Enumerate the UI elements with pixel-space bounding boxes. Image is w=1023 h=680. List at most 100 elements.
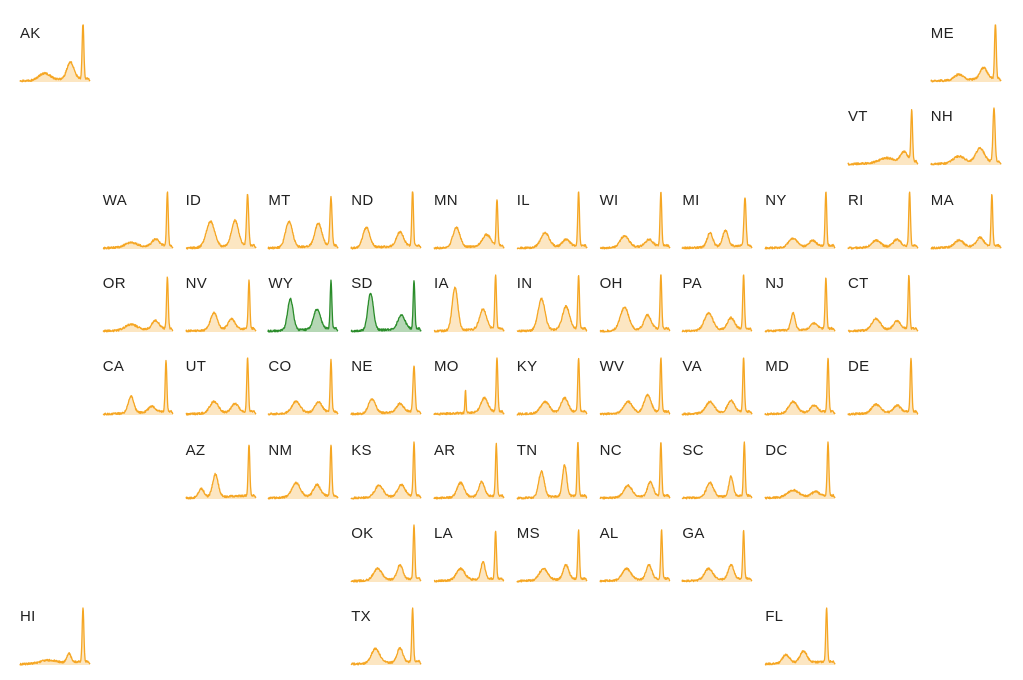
sparkline-ks — [350, 440, 422, 500]
sparkline-line-me — [930, 24, 1002, 83]
state-tile-fl: FL — [764, 607, 839, 674]
sparkline-line-nh — [930, 107, 1002, 166]
state-label-nm: NM — [268, 441, 293, 459]
state-label-az: AZ — [185, 441, 206, 459]
state-tile-nm: NM — [267, 441, 342, 508]
state-tile-dc: DC — [764, 440, 839, 508]
state-label-nc: NC — [599, 441, 622, 459]
sparkline-ar — [433, 442, 505, 500]
sparkline-ri — [847, 191, 919, 250]
sparkline-line-sc — [681, 440, 753, 500]
state-label-ga: GA — [682, 524, 705, 542]
sparkline-area-ga — [682, 530, 753, 582]
sparkline-line-az — [184, 444, 257, 500]
state-tile-mi: MI — [681, 192, 756, 258]
sparkline-fl — [764, 607, 836, 666]
state-label-dc: DC — [765, 441, 788, 459]
sparkline-oh — [599, 274, 671, 333]
sparkline-ak — [19, 24, 91, 83]
state-tile-sd: SD — [350, 275, 425, 341]
sparkline-line-nc — [599, 441, 671, 500]
sparkline-line-mi — [681, 196, 753, 250]
sparkline-mi — [681, 196, 753, 250]
sparkline-in — [516, 274, 588, 333]
sparkline-nm — [267, 444, 339, 500]
sparkline-area-in — [516, 275, 587, 332]
sparkline-area-sc — [682, 441, 753, 499]
sparkline-area-id — [185, 194, 256, 249]
state-label-vt: VT — [848, 108, 868, 126]
sparkline-line-or — [102, 276, 174, 333]
state-label-fl: FL — [765, 608, 784, 626]
sparkline-area-mn — [434, 199, 504, 249]
sparkline-line-la — [433, 530, 505, 583]
state-tile-ia: IA — [433, 274, 508, 341]
state-label-ia: IA — [434, 274, 449, 292]
sparkline-line-tn — [516, 441, 588, 500]
state-tile-mn: MN — [433, 192, 508, 258]
state-tile-ny: NY — [764, 191, 839, 258]
sparkline-line-vt — [847, 109, 919, 166]
state-label-wv: WV — [599, 358, 625, 376]
sparkline-vt — [847, 109, 919, 166]
state-tile-wy: WY — [267, 275, 342, 341]
state-tile-ct: CT — [847, 274, 922, 341]
state-tile-ut: UT — [185, 357, 260, 424]
sparkline-wv — [599, 357, 671, 416]
state-label-wa: WA — [102, 191, 128, 209]
sparkline-il — [516, 190, 588, 250]
sparkline-ia — [433, 274, 505, 333]
state-tile-hi: HI — [19, 607, 94, 674]
sparkline-line-ga — [681, 529, 753, 583]
state-tile-oh: OH — [599, 274, 674, 341]
sparkline-area-tx — [351, 608, 422, 666]
sparkline-sd — [350, 280, 422, 333]
sparkline-ny — [764, 191, 836, 250]
sparkline-area-nd — [351, 191, 422, 249]
sparkline-line-in — [516, 274, 588, 333]
state-tile-al: AL — [598, 524, 674, 591]
sparkline-nj — [764, 277, 836, 333]
state-tile-ca: CA — [102, 358, 177, 424]
sparkline-ne — [350, 365, 422, 416]
state-tile-id: ID — [185, 192, 260, 258]
sparkline-line-ar — [433, 442, 505, 500]
state-label-in: IN — [516, 274, 533, 292]
sparkline-line-ak — [19, 24, 91, 83]
state-tile-mo: MO — [433, 357, 508, 424]
sparkline-area-la — [434, 531, 504, 582]
sparkline-nv — [184, 279, 257, 333]
sparkline-area-or — [102, 277, 173, 332]
sparkline-line-nd — [350, 190, 422, 250]
state-tile-co: CO — [267, 358, 342, 424]
sparkline-ga — [681, 529, 753, 583]
state-label-ok: OK — [351, 524, 374, 542]
sparkline-line-dc — [764, 440, 836, 500]
state-label-nj: NJ — [765, 274, 785, 292]
state-label-ne: NE — [351, 358, 373, 376]
state-label-or: OR — [102, 274, 126, 292]
sparkline-area-ar — [434, 442, 504, 499]
state-label-ar: AR — [434, 441, 456, 459]
state-label-ky: KY — [516, 358, 538, 376]
sparkline-nc — [599, 441, 671, 500]
state-tile-az: AZ — [184, 441, 260, 508]
state-label-va: VA — [682, 358, 702, 376]
state-label-nd: ND — [351, 191, 374, 209]
state-label-co: CO — [268, 358, 292, 376]
sparkline-area-ak — [20, 25, 90, 82]
state-tile-wa: WA — [102, 190, 177, 258]
state-label-ms: MS — [516, 524, 540, 542]
state-label-al: AL — [599, 524, 619, 542]
sparkline-wa — [102, 190, 174, 250]
state-tile-il: IL — [516, 190, 591, 258]
sparkline-wi — [599, 191, 671, 250]
sparkline-line-al — [598, 529, 671, 583]
sparkline-mt — [267, 195, 340, 250]
state-tile-nv: NV — [184, 275, 260, 341]
sparkline-area-mt — [268, 196, 339, 249]
sparkline-line-co — [267, 358, 339, 416]
sparkline-area-pa — [682, 274, 753, 332]
sparkline-ca — [102, 360, 174, 416]
